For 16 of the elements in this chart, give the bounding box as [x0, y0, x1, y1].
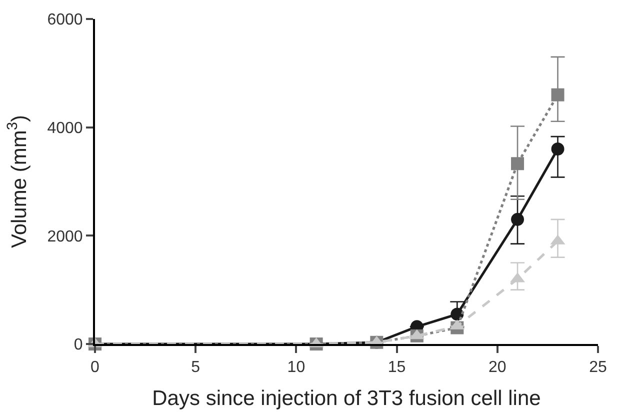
x-tick-label: 5	[191, 359, 200, 376]
y-tick-label: 0	[74, 336, 83, 354]
y-tick-label: 2000	[47, 228, 83, 246]
x-tick-label: 25	[589, 359, 607, 376]
y-tick-label: 4000	[47, 120, 83, 137]
point	[450, 308, 464, 321]
point	[511, 157, 524, 170]
x-tick-label: 20	[488, 359, 506, 376]
point	[551, 88, 564, 102]
x-tick-label: 10	[287, 359, 306, 376]
point	[511, 212, 524, 226]
y-tick-label: 6000	[47, 12, 83, 29]
x-tick-label: 15	[388, 359, 406, 376]
point	[551, 142, 564, 156]
x-axis-title: Days since injection of 3T3 fusion cell line	[152, 386, 541, 410]
x-tick-label: 0	[90, 359, 100, 376]
